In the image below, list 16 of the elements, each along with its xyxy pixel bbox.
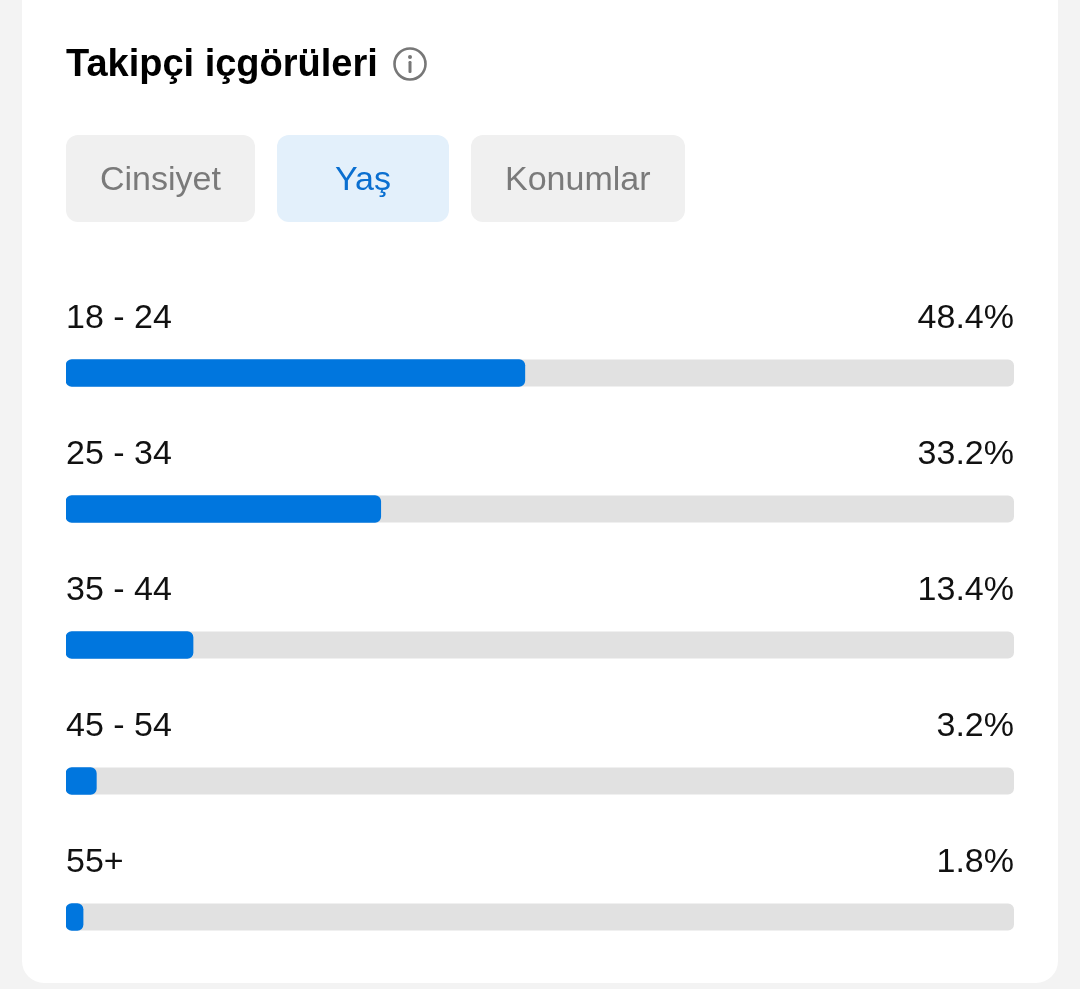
data-label: 48.4% (917, 297, 1014, 336)
y-tick-label: 35 - 44 (66, 569, 172, 608)
y-tick-label: 18 - 24 (66, 297, 172, 336)
chart-title: Takipçi içgörüleri (66, 42, 378, 85)
y-tick-label: 55+ (66, 841, 124, 880)
y-tick-label: 25 - 34 (66, 433, 172, 472)
bar (66, 631, 194, 659)
text: Yaş (276, 135, 450, 222)
bar (66, 767, 97, 795)
data-label: 3.2% (936, 705, 1014, 744)
data-label: 1.8% (936, 841, 1014, 880)
data-label: 33.2% (917, 433, 1014, 472)
text: Cinsiyet (66, 135, 255, 222)
y-tick-label: 45 - 54 (66, 705, 172, 744)
data-label: 13.4% (917, 569, 1014, 608)
text: Konumlar (471, 135, 685, 222)
